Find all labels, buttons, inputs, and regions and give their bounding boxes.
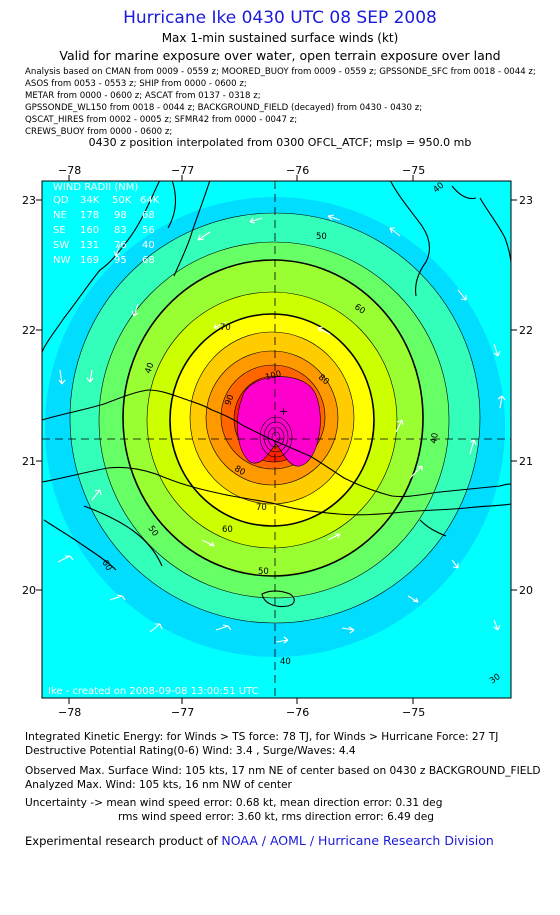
wind-radii-value: 98: [114, 210, 127, 221]
source-line: Analysis based on CMAN from 0009 - 0559 …: [25, 67, 536, 77]
lat-tick-label: 23: [519, 194, 533, 207]
lat-tick-label: 21: [519, 455, 533, 468]
plot-frame: [41, 180, 512, 699]
source-line: ASOS from 0053 - 0553 z; SHIP from 0000 …: [25, 79, 247, 89]
valid-text: Valid for marine exposure over water, op…: [59, 48, 501, 63]
lat-tick-label: 21: [22, 455, 36, 468]
contour-label: 50: [258, 567, 269, 577]
wind-radii-header: 50K: [112, 195, 132, 206]
center-marker: +: [279, 405, 288, 418]
lon-tick-label: −78: [58, 706, 81, 719]
lon-tick-label: −78: [58, 164, 81, 177]
wind-radii-value: 178: [80, 210, 99, 221]
lon-tick-label: −76: [286, 164, 309, 177]
contour-label: 40: [280, 657, 291, 667]
contour-label: 100: [264, 369, 282, 383]
wind-radii-value: 68: [142, 210, 155, 221]
observed-max-wind: Observed Max. Surface Wind: 105 kts, 17 …: [25, 765, 541, 777]
wind-radii-value: 56: [142, 225, 155, 236]
contour-label: 80: [233, 464, 247, 478]
source-line: METAR from 0000 - 0600 z; ASCAT from 013…: [25, 91, 261, 101]
wind-radii-quadrant: NE: [53, 210, 67, 221]
position-text: 0430 z position interpolated from 0300 O…: [88, 136, 472, 149]
source-line: QSCAT_HIRES from 0002 - 0005 z; SFMR42 f…: [25, 115, 298, 125]
wind-radii-value: 169: [80, 255, 99, 266]
wind-radii-value: 95: [114, 255, 127, 266]
wind-radii-quadrant: NW: [53, 255, 70, 266]
wind-radii-value: 68: [142, 255, 155, 266]
contour-label: 40: [429, 432, 441, 444]
lon-tick-label: −76: [286, 706, 309, 719]
uncertainty-rms: rms wind speed error: 3.60 kt, rms direc…: [118, 811, 435, 823]
analyzed-max-wind: Analyzed Max. Wind: 105 kts, 16 nm NW of…: [25, 779, 292, 791]
gridlines: [42, 181, 511, 698]
uncertainty-mean: Uncertainty -> mean wind speed error: 0.…: [25, 797, 443, 809]
contour-label: 40: [143, 361, 156, 375]
created-stamp: Ike - created on 2008-09-08 13:00:51 UTC: [48, 686, 259, 697]
contour-label: 50: [316, 232, 327, 242]
lon-tick-label: −77: [171, 164, 194, 177]
contour-label: 60: [222, 525, 233, 535]
map-subtitle: Max 1-min sustained surface winds (kt): [161, 31, 399, 45]
axis-ticks: [36, 175, 517, 704]
contour-label: 70: [256, 503, 267, 513]
source-line: GPSSONDE_WL150 from 0018 - 0044 z; BACKG…: [25, 103, 423, 113]
wind-radii-value: 83: [114, 225, 127, 236]
ike-info: Integrated Kinetic Energy: for Winds > T…: [25, 731, 499, 743]
lat-tick-label: 22: [519, 324, 533, 337]
contour-label: 60: [99, 559, 113, 573]
wind-radii-value: 76: [114, 240, 127, 251]
wind-radii-quadrant: SW: [53, 240, 69, 251]
wind-radii-value: 160: [80, 225, 99, 236]
source-line: CREWS_BUOY from 0000 - 0600 z;: [25, 127, 173, 137]
lat-tick-label: 23: [22, 194, 36, 207]
wind-band-core: [237, 376, 321, 467]
wind-radii-value: 131: [80, 240, 99, 251]
credit-org-link[interactable]: NOAA / AOML / Hurricane Research Divisio…: [221, 833, 494, 848]
rating-info: Destructive Potential Rating(0-6) Wind: …: [25, 745, 356, 757]
wind-radii-header: QD: [53, 195, 69, 206]
wind-radii-table: WIND RADII (NM) QD 34K 50K 64K NE 178 98…: [53, 182, 160, 266]
lon-tick-label: −77: [171, 706, 194, 719]
lat-tick-label: 22: [22, 324, 36, 337]
eye-contours: [259, 416, 293, 458]
wind-radii-value: 40: [142, 240, 155, 251]
credit-line: Experimental research product of NOAA / …: [25, 833, 494, 848]
map-title: Hurricane Ike 0430 UTC 08 SEP 2008: [123, 8, 437, 28]
wind-radii-header: 64K: [140, 195, 160, 206]
wind-radii-header: 34K: [80, 195, 100, 206]
contour-label: 70: [220, 323, 231, 333]
lat-tick-label: 20: [22, 584, 36, 597]
wind-radii-quadrant: SE: [53, 225, 66, 236]
wind-radii-title: WIND RADII (NM): [53, 182, 138, 193]
lon-tick-label: −75: [402, 706, 425, 719]
contour-label: 90: [223, 393, 236, 407]
lon-tick-label: −75: [402, 164, 425, 177]
axis-tick-labels: −78 −77 −76 −75 −78 −77 −76 −75 23 22 21…: [22, 164, 533, 719]
lat-tick-label: 20: [519, 584, 533, 597]
credit-prefix: Experimental research product of: [25, 834, 222, 848]
coastlines: [42, 181, 511, 608]
arrows: [57, 214, 506, 644]
